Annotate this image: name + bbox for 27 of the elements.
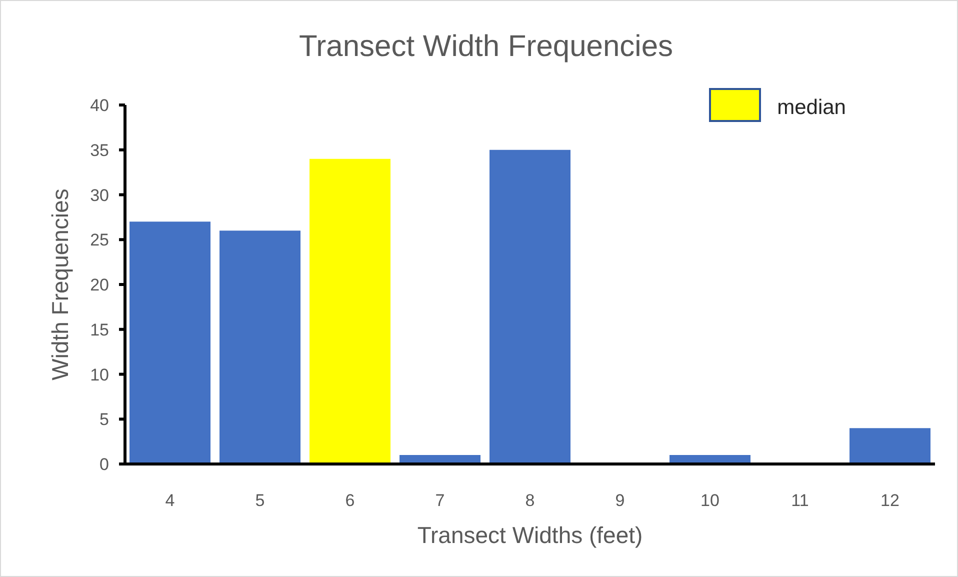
bar <box>850 428 930 464</box>
y-tick-label: 25 <box>90 230 109 250</box>
x-tick-label: 5 <box>255 491 265 510</box>
x-tick-label: 12 <box>880 491 900 510</box>
y-tick-label: 15 <box>90 320 109 340</box>
y-tick-label: 35 <box>90 140 109 160</box>
bar <box>310 158 390 464</box>
x-tick-label: 9 <box>615 491 625 510</box>
x-tick-label: 6 <box>345 491 355 510</box>
y-tick-label: 20 <box>90 276 109 295</box>
y-tick-label: 5 <box>100 410 109 430</box>
x-tick-label: 4 <box>165 491 175 510</box>
x-tick-label: 7 <box>435 491 445 510</box>
y-tick-label: 30 <box>90 186 109 205</box>
y-tick-label: 0 <box>100 455 109 474</box>
chart-title: Transect Width Frequencies <box>298 30 674 64</box>
x-tick-label: 8 <box>525 491 535 510</box>
x-tick-label: 10 <box>700 491 720 510</box>
y-tick-label: 40 <box>90 96 109 116</box>
y-axis-title: Width Frequencies <box>47 188 73 380</box>
bar <box>220 230 300 464</box>
legend-label: median <box>777 95 846 120</box>
x-axis-title: Transect Widths (feet) <box>417 522 643 548</box>
bar <box>130 222 210 464</box>
y-tick-label: 10 <box>90 365 109 384</box>
x-tick-label: 11 <box>791 491 809 510</box>
bar <box>490 150 570 464</box>
